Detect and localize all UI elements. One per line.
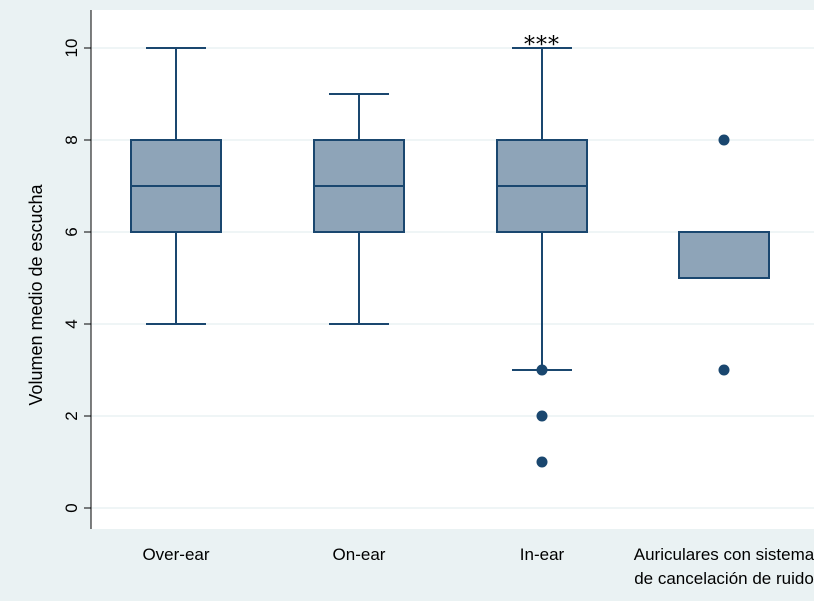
x-category-label-line: de cancelación de ruido (634, 569, 814, 588)
box (678, 231, 770, 279)
outlier-point (536, 456, 548, 468)
outlier-point (536, 364, 548, 376)
y-tick-label: 0 (62, 503, 81, 512)
x-category-label: Over-ear (142, 545, 209, 564)
box-group (496, 47, 588, 468)
x-category-label: In-ear (520, 545, 565, 564)
x-category-label-line: On-ear (333, 545, 386, 564)
box-group (313, 93, 405, 325)
y-tick-label: 2 (62, 411, 81, 420)
y-tick-label: 6 (62, 227, 81, 236)
y-tick-label: 8 (62, 135, 81, 144)
x-category-label: On-ear (333, 545, 386, 564)
x-axis-labels: Over-ear On-ear In-ear Auriculares con sist… (142, 545, 814, 588)
boxes (130, 47, 770, 468)
box-group (678, 134, 770, 376)
outlier-point (718, 134, 730, 146)
outlier-point (536, 410, 548, 422)
x-category-label-line: Over-ear (142, 545, 209, 564)
y-tick-label: 4 (62, 319, 81, 328)
annotations: *** (524, 33, 560, 58)
box-group (130, 47, 222, 325)
y-axis-title: Volumen medio de escucha (26, 183, 46, 405)
x-category-label-line: Auriculares con sistema (634, 545, 814, 564)
x-category-label: Auriculares con sistema de cancelación de… (634, 545, 814, 588)
outlier-point (718, 364, 730, 376)
x-category-label-line: In-ear (520, 545, 565, 564)
significance-annotation: *** (524, 33, 560, 58)
y-tick-label: 10 (62, 39, 81, 58)
y-axis-ticks: 0 2 4 6 8 10 (62, 39, 91, 513)
